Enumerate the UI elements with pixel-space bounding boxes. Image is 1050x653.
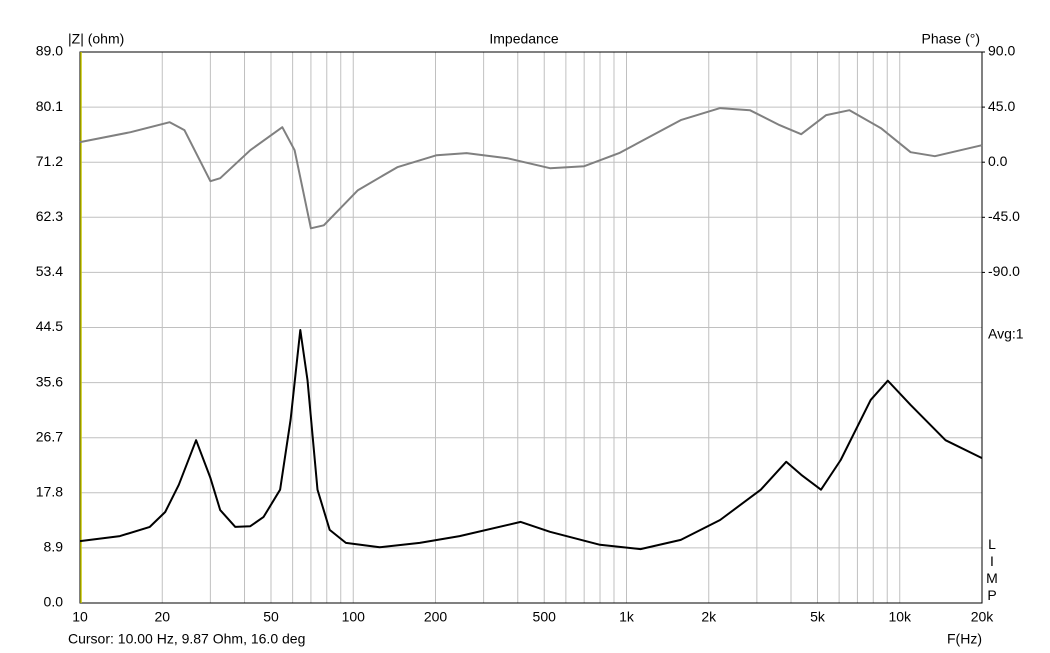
y-tick-label: 26.7 [36, 428, 63, 444]
y-axis-label: |Z| (ohm) [68, 31, 124, 47]
x-tick-label: 10k [888, 609, 912, 625]
y2-tick-label: 45.0 [988, 98, 1015, 114]
y-tick-label: 80.1 [36, 98, 63, 114]
annotation: Avg:1 [988, 326, 1024, 342]
x-tick-label: 1k [619, 609, 635, 625]
y-tick-label: 89.0 [36, 43, 63, 59]
y2-tick-label: -90.0 [988, 263, 1020, 279]
x-tick-label: 50 [263, 609, 279, 625]
x-tick-label: 5k [810, 609, 826, 625]
series-line [79, 329, 983, 551]
annotation: LIMP [984, 536, 1000, 604]
y2-axis-label: Phase (°) [921, 31, 980, 47]
y-tick-label: 53.4 [36, 263, 63, 279]
y-tick-label: 62.3 [36, 208, 63, 224]
y2-tick-label: 90.0 [988, 43, 1015, 59]
y-tick-label: 0.0 [44, 594, 64, 610]
x-tick-label: 500 [533, 609, 557, 625]
cursor-readout: Cursor: 10.00 Hz, 9.87 Ohm, 16.0 deg [68, 631, 305, 647]
x-tick-label: 10 [72, 609, 88, 625]
x-tick-label: 2k [701, 609, 717, 625]
series-line [79, 107, 983, 230]
x-axis-label: F(Hz) [947, 631, 982, 647]
x-tick-label: 20k [971, 609, 995, 625]
x-tick-label: 200 [424, 609, 448, 625]
y-tick-label: 71.2 [36, 153, 63, 169]
y-tick-label: 17.8 [36, 484, 63, 500]
y-tick-label: 44.5 [36, 318, 63, 334]
y2-tick-label: 0.0 [988, 153, 1008, 169]
x-tick-label: 20 [154, 609, 170, 625]
y-tick-label: 35.6 [36, 373, 63, 389]
y-tick-label: 8.9 [44, 539, 64, 555]
x-tick-label: 100 [342, 609, 366, 625]
chart-title: Impedance [489, 31, 558, 47]
y2-tick-label: -45.0 [988, 208, 1020, 224]
plot-frame [79, 51, 983, 604]
